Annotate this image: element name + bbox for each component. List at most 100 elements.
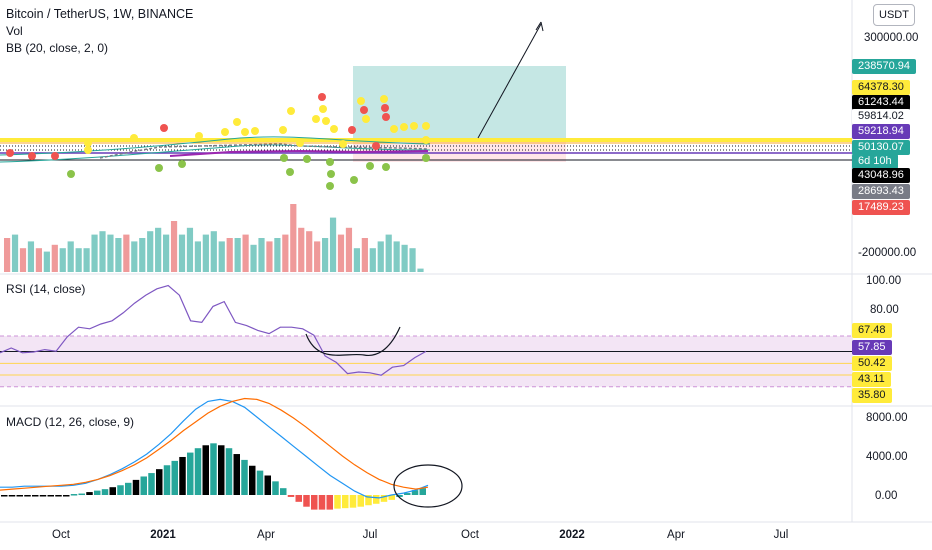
bb-legend[interactable]: BB (20, close, 2, 0) <box>6 41 109 55</box>
macd-histogram-bar <box>194 448 202 495</box>
volume-bar <box>59 248 66 272</box>
macd-histogram-bar <box>396 495 403 497</box>
volume-bar <box>298 227 305 272</box>
volume-bar <box>290 204 297 272</box>
rsi-label-badge: 43.11 <box>852 372 891 387</box>
signal-dot <box>221 128 229 136</box>
macd-histogram-bar <box>156 469 163 495</box>
macd-legend[interactable]: MACD (12, 26, close, 9) <box>6 415 135 429</box>
volume-bar <box>274 238 281 272</box>
signal-dot <box>296 139 304 147</box>
position-stop-zone <box>353 140 566 162</box>
signal-dot <box>280 154 288 162</box>
macd-histogram-bar <box>63 495 70 497</box>
macd-axis-tick: 0.00 <box>875 490 898 502</box>
volume-bar <box>163 234 170 272</box>
volume-bar <box>369 248 376 272</box>
volume-bar <box>226 238 233 272</box>
macd-histogram-bar <box>86 492 93 495</box>
time-axis-label: Jul <box>773 529 789 541</box>
macd-line <box>0 398 429 499</box>
volume-bar <box>19 248 27 272</box>
signal-dot <box>339 140 347 148</box>
volume-bar <box>75 248 82 272</box>
time-axis-label: 2022 <box>559 529 585 541</box>
signal-dot <box>51 152 59 160</box>
price-label-badge: 61243.44 <box>852 95 910 110</box>
volume-bar <box>107 234 114 272</box>
macd-histogram-bar <box>295 495 302 502</box>
rsi-label-badge: 35.80 <box>852 388 892 403</box>
volume-bar <box>155 227 162 272</box>
price-label-badge: 238570.94 <box>852 59 916 74</box>
macd-histogram-bar <box>303 495 310 507</box>
volume-bar <box>345 227 353 272</box>
macd-histogram-bar <box>287 495 295 497</box>
macd-histogram-bar <box>117 485 124 495</box>
rsi-line <box>0 284 427 376</box>
macd-histogram-bar <box>94 490 101 495</box>
bb-lower-line <box>0 144 431 163</box>
macd-histogram-bar <box>78 493 85 496</box>
volume-bar <box>377 241 384 272</box>
signal-dot <box>28 152 36 160</box>
signal-dot <box>303 155 311 163</box>
volume-bar <box>11 234 19 272</box>
macd-axis-tick: 4000.00 <box>866 451 908 463</box>
signal-dot <box>312 115 320 123</box>
volume-bar <box>35 248 42 272</box>
signal-dot <box>327 170 335 178</box>
rsi-axis-tick: 80.00 <box>870 304 899 316</box>
macd-histogram-bar <box>411 490 419 495</box>
macd-histogram-bar <box>326 495 333 510</box>
time-axis-label: Oct <box>461 529 479 541</box>
volume-bar <box>139 238 146 272</box>
macd-histogram-bar <box>349 495 357 508</box>
macd-histogram-bar <box>318 495 326 510</box>
price-label-badge: 59218.94 <box>852 124 910 139</box>
rsi-drawing <box>305 326 401 356</box>
volume-bar <box>51 244 58 272</box>
symbol-title[interactable]: Bitcoin / TetherUS, 1W, BINANCE <box>6 7 194 21</box>
signal-dot <box>233 118 241 126</box>
macd-histogram-bar <box>342 495 349 509</box>
macd-histogram-bar <box>148 473 155 495</box>
macd-histogram-bar <box>280 488 287 495</box>
signal-dot <box>381 104 389 112</box>
price-label-badge: 17489.23 <box>852 200 910 215</box>
signal-dot <box>372 142 380 150</box>
signal-dot <box>279 126 287 134</box>
signal-dot <box>330 125 338 133</box>
macd-histogram-bar <box>163 465 171 495</box>
projection-arrow <box>477 23 542 139</box>
price-label-badge: 6d 10h <box>852 154 898 169</box>
volume-bar <box>178 234 186 272</box>
rsi-axis-tick: 100.00 <box>866 275 902 287</box>
signal-dot <box>400 123 408 131</box>
currency-button[interactable]: USDT <box>873 4 915 26</box>
macd-histogram-bar <box>264 475 271 495</box>
signal-dot <box>160 124 168 132</box>
signal-dot <box>286 168 294 176</box>
macd-histogram-bar <box>388 495 395 500</box>
macd-histogram-bar <box>233 454 240 495</box>
macd-histogram-bar <box>373 495 380 504</box>
volume-bar <box>314 241 321 272</box>
volume-legend[interactable]: Vol <box>6 24 23 38</box>
macd-histogram-bar <box>16 495 23 497</box>
macd-histogram-bar <box>171 460 178 495</box>
rsi-legend[interactable]: RSI (14, close) <box>6 282 86 296</box>
macd-histogram-bar <box>140 476 147 495</box>
macd-histogram-bar <box>70 494 78 496</box>
macd-histogram-bar <box>8 495 16 497</box>
time-axis-label: Apr <box>667 529 685 541</box>
volume-bar <box>361 238 368 272</box>
price-axis-tick: 300000.00 <box>864 32 919 44</box>
macd-histogram-bar <box>334 495 341 509</box>
time-axis-label: Jul <box>362 529 378 541</box>
macd-drawing <box>393 464 463 508</box>
signal-dot <box>326 158 334 166</box>
signal-dot <box>360 106 368 114</box>
signal-dot <box>362 115 370 123</box>
